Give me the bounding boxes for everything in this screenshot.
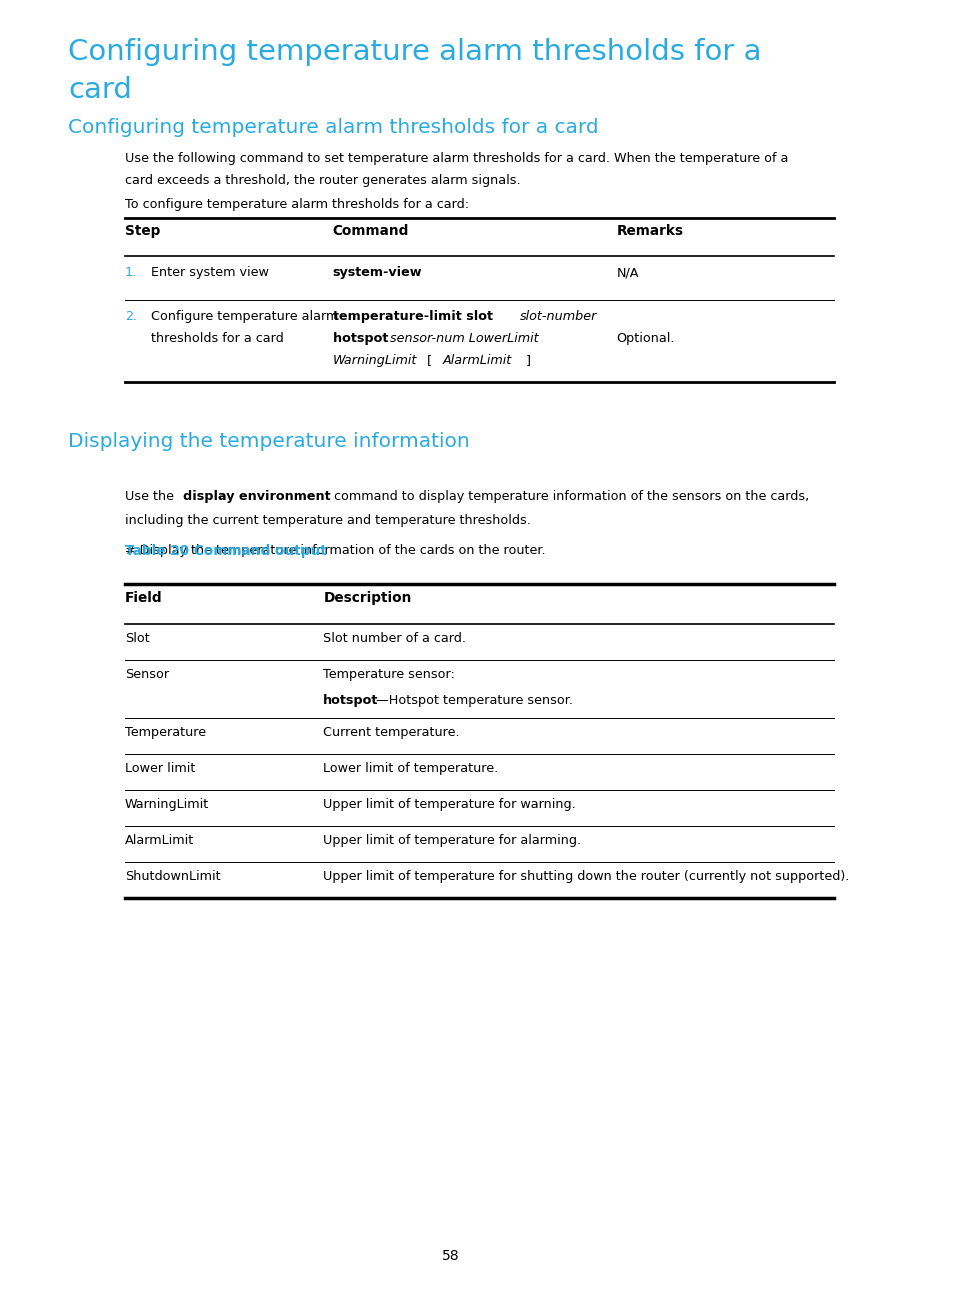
Text: Step: Step xyxy=(125,224,160,238)
Text: Optional.: Optional. xyxy=(616,332,674,345)
Text: ShutdownLimit: ShutdownLimit xyxy=(125,870,220,883)
Text: Command: Command xyxy=(333,224,409,238)
Text: Description: Description xyxy=(323,591,412,605)
Text: Slot number of a card.: Slot number of a card. xyxy=(323,632,466,645)
Text: Temperature: Temperature xyxy=(125,726,206,739)
Text: Upper limit of temperature for shutting down the router (currently not supported: Upper limit of temperature for shutting … xyxy=(323,870,849,883)
Text: Current temperature.: Current temperature. xyxy=(323,726,459,739)
Text: system-view: system-view xyxy=(333,266,422,279)
Text: AlarmLimit: AlarmLimit xyxy=(125,835,193,848)
Text: N/A: N/A xyxy=(616,266,639,279)
Text: Sensor: Sensor xyxy=(125,667,169,680)
Text: Enter system view: Enter system view xyxy=(152,266,269,279)
Text: Table 20 Command output: Table 20 Command output xyxy=(125,544,326,559)
Text: command to display temperature information of the sensors on the cards,: command to display temperature informati… xyxy=(330,490,808,503)
Text: card: card xyxy=(68,76,132,104)
Text: 58: 58 xyxy=(441,1249,459,1264)
Text: display environment: display environment xyxy=(183,490,331,503)
Text: Configuring temperature alarm thresholds for a card: Configuring temperature alarm thresholds… xyxy=(68,118,598,137)
Text: including the current temperature and temperature thresholds.: including the current temperature and te… xyxy=(125,515,530,527)
Text: WarningLimit: WarningLimit xyxy=(125,798,209,811)
Text: slot-number: slot-number xyxy=(519,310,597,323)
Text: thresholds for a card: thresholds for a card xyxy=(152,332,284,345)
Text: Lower limit: Lower limit xyxy=(125,762,195,775)
Text: hotspot: hotspot xyxy=(333,332,393,345)
Text: Lower limit of temperature.: Lower limit of temperature. xyxy=(323,762,498,775)
Text: To configure temperature alarm thresholds for a card:: To configure temperature alarm threshold… xyxy=(125,198,469,211)
Text: Use the: Use the xyxy=(125,490,177,503)
Text: [: [ xyxy=(427,354,436,367)
Text: Temperature sensor:: Temperature sensor: xyxy=(323,667,455,680)
Text: hotspot: hotspot xyxy=(323,693,378,708)
Text: Configure temperature alarm: Configure temperature alarm xyxy=(152,310,338,323)
Text: Upper limit of temperature for alarming.: Upper limit of temperature for alarming. xyxy=(323,835,580,848)
Text: 1.: 1. xyxy=(125,266,137,279)
Text: sensor-num LowerLimit: sensor-num LowerLimit xyxy=(389,332,537,345)
Text: Upper limit of temperature for warning.: Upper limit of temperature for warning. xyxy=(323,798,576,811)
Text: AlarmLimit: AlarmLimit xyxy=(442,354,511,367)
Text: temperature-limit slot: temperature-limit slot xyxy=(333,310,497,323)
Text: Remarks: Remarks xyxy=(616,224,682,238)
Text: WarningLimit: WarningLimit xyxy=(333,354,416,367)
Text: card exceeds a threshold, the router generates alarm signals.: card exceeds a threshold, the router gen… xyxy=(125,174,520,187)
Text: ]: ] xyxy=(521,354,530,367)
Text: Field: Field xyxy=(125,591,162,605)
Text: —Hotspot temperature sensor.: —Hotspot temperature sensor. xyxy=(375,693,573,708)
Text: # Display the temperature information of the cards on the router.: # Display the temperature information of… xyxy=(125,544,545,557)
Text: Configuring temperature alarm thresholds for a: Configuring temperature alarm thresholds… xyxy=(68,38,760,66)
Text: Slot: Slot xyxy=(125,632,150,645)
Text: Use the following command to set temperature alarm thresholds for a card. When t: Use the following command to set tempera… xyxy=(125,152,787,165)
Text: Displaying the temperature information: Displaying the temperature information xyxy=(68,432,469,451)
Text: 2.: 2. xyxy=(125,310,137,323)
